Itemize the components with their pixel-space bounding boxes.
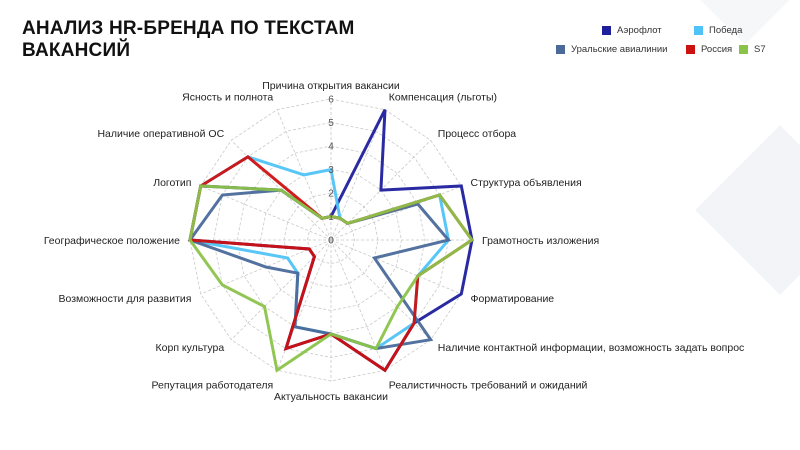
legend-item: S7	[739, 44, 766, 55]
grid-spoke	[330, 109, 386, 241]
category-label: Причина открытия вакансии	[262, 80, 400, 92]
legend-swatch	[556, 45, 565, 54]
tick-label: 4	[328, 142, 334, 153]
legend-item: Уральские авиалинии	[556, 44, 667, 55]
legend-label: Аэрофлот	[617, 25, 662, 36]
tick-label: 5	[328, 118, 334, 129]
tick-label: 3	[328, 165, 334, 176]
category-label: Компенсация (льготы)	[389, 92, 497, 104]
grid-ring	[307, 216, 355, 264]
grid-spoke	[330, 239, 462, 295]
grid-spoke	[200, 185, 332, 241]
category-label: Логотип	[153, 177, 191, 189]
page-title: АНАЛИЗ HR-БРЕНДА ПО ТЕКСТАМ ВАКАНСИЙ	[22, 18, 355, 61]
category-label: Процесс отбора	[438, 128, 516, 140]
legend-swatch	[694, 26, 703, 35]
tick-label: 2	[328, 189, 334, 200]
tick-label: 6	[328, 95, 334, 106]
legend-label: S7	[754, 44, 766, 55]
series-line-5	[188, 184, 475, 373]
tick-label: 0	[328, 236, 334, 247]
category-label: Форматирование	[471, 293, 555, 305]
category-label: Структура объявления	[471, 177, 582, 189]
category-label: Возможности для развития	[58, 293, 191, 305]
category-label: Наличие контактной информации, возможнос…	[438, 342, 745, 354]
category-label: Наличие оперативной ОС	[97, 128, 224, 140]
category-label: Корп культура	[156, 342, 225, 354]
tick-label: 1	[328, 212, 334, 223]
legend-swatch	[602, 26, 611, 35]
category-label: Реалистичность требований и ожиданий	[389, 380, 588, 392]
legend-label: Победа	[709, 25, 743, 36]
legend-swatch	[686, 45, 695, 54]
grid-ring	[236, 145, 426, 335]
category-label: Репутация работодателя	[152, 380, 274, 392]
category-label: Географическое положение	[44, 235, 180, 247]
legend-item: Россия	[686, 44, 732, 55]
legend-label: Уральские авиалинии	[571, 44, 668, 55]
legend-item: Победа	[694, 25, 742, 36]
legend-swatch	[739, 45, 748, 54]
legend-item: Аэрофлот	[602, 25, 662, 36]
category-label: Ясность и полнота	[182, 92, 273, 104]
category-label: Актуальность вакансии	[274, 391, 388, 403]
grid-spoke	[231, 239, 332, 340]
category-label: Грамотность изложения	[482, 235, 599, 247]
legend-label: Россия	[701, 44, 733, 55]
